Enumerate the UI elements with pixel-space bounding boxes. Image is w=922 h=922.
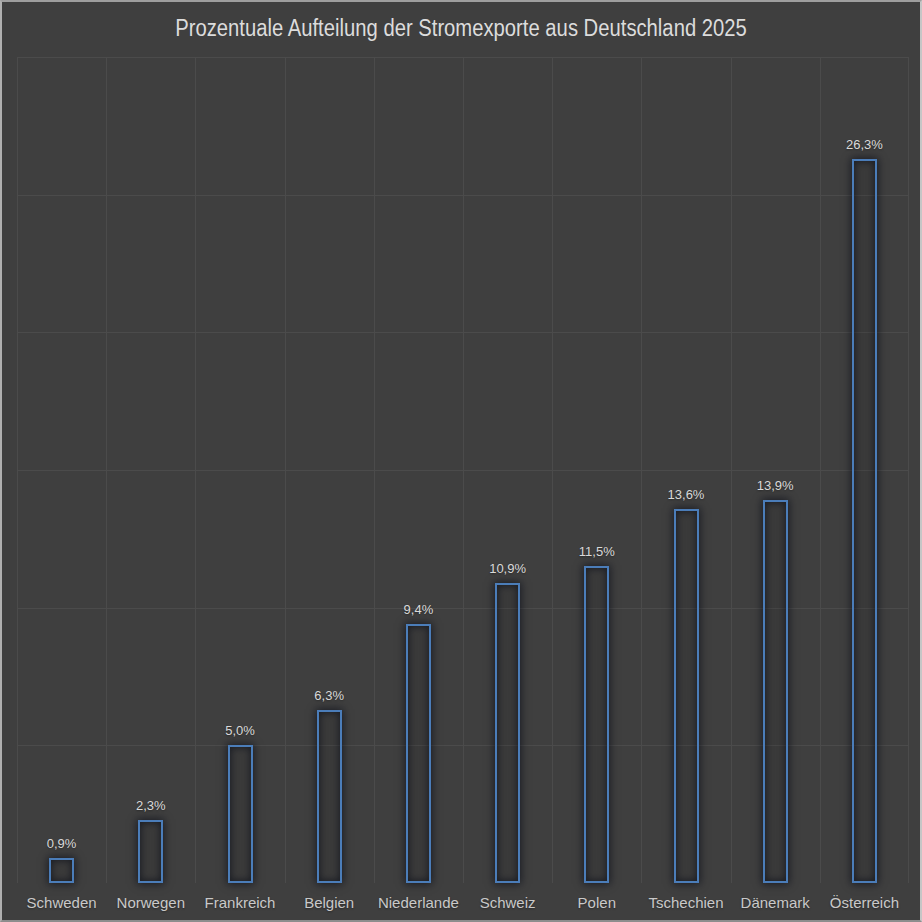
- bar-frankreich: [228, 745, 253, 883]
- bar-value-label: 9,4%: [404, 603, 434, 616]
- bar-österreich: [852, 159, 877, 883]
- bar-tschechien: [674, 509, 699, 883]
- x-axis-label: Österreich: [830, 894, 899, 911]
- chart-page: Prozentuale Aufteilung der Stromexporte …: [0, 0, 922, 922]
- bar-value-label: 11,5%: [579, 545, 615, 558]
- bar-value-label: 5,0%: [225, 724, 255, 737]
- bar-value-label: 2,3%: [136, 799, 166, 812]
- x-axis-label: Polen: [578, 894, 616, 911]
- horizontal-gridline: [17, 470, 909, 471]
- bar-polen: [584, 566, 609, 883]
- x-axis-label: Schweiz: [480, 894, 536, 911]
- x-axis-label: Dänemark: [741, 894, 810, 911]
- bar-schweiz: [495, 583, 520, 883]
- bar-value-label: 10,9%: [489, 562, 526, 575]
- x-axis-labels: Schweden Norwegen Frankreich Belgien Niederl…: [17, 894, 909, 914]
- bar-dänemark: [763, 500, 788, 883]
- bar-value-label: 6,3%: [314, 689, 344, 702]
- bar-value-label: 26,3%: [846, 138, 883, 151]
- x-axis-label: Norwegen: [117, 894, 185, 911]
- plot-area: 0,9% 2,3% 5,0% 6,3% 9,4% 10,9% 11,5% 13,6% 13,9%…: [17, 57, 909, 883]
- bar-schweden: [49, 858, 74, 883]
- bar-belgien: [317, 710, 342, 883]
- bar-value-label: 13,9%: [757, 479, 794, 492]
- x-axis-label: Tschechien: [648, 894, 723, 911]
- chart-title: Prozentuale Aufteilung der Stromexporte …: [57, 15, 865, 42]
- x-axis-label: Schweden: [27, 894, 97, 911]
- horizontal-gridline: [17, 195, 909, 196]
- x-axis-label: Niederlande: [378, 894, 459, 911]
- x-axis-label: Belgien: [304, 894, 354, 911]
- bar-value-label: 13,6%: [668, 488, 705, 501]
- bar-value-label: 0,9%: [47, 837, 77, 850]
- bar-norwegen: [138, 820, 163, 883]
- horizontal-gridline: [17, 332, 909, 333]
- bar-niederlande: [406, 624, 431, 883]
- x-axis-label: Frankreich: [205, 894, 276, 911]
- horizontal-gridline: [17, 57, 909, 58]
